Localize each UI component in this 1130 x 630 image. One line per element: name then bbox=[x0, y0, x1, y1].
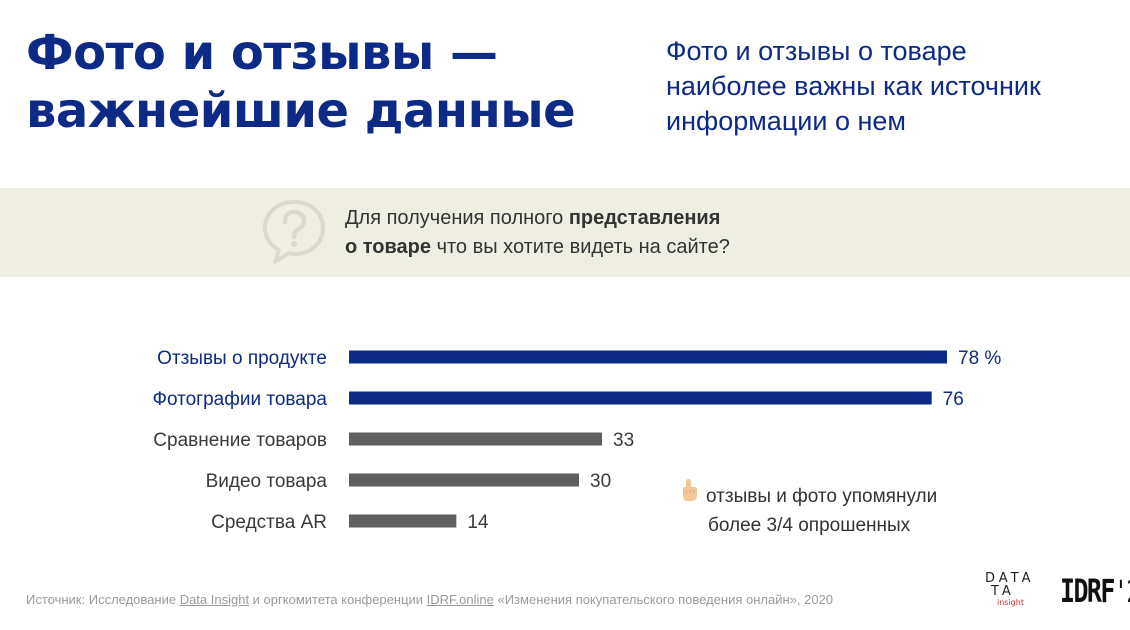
title-line-2: важнейшие данные bbox=[26, 83, 576, 139]
bar bbox=[349, 391, 932, 405]
note-callout: отзывы и фото упомянули более 3/4 опроше… bbox=[678, 478, 998, 540]
value-label: 78 % bbox=[958, 348, 1001, 369]
source-suffix: «Изменения покупательского поведения онл… bbox=[493, 592, 834, 607]
category-label: Сравнение товаров bbox=[153, 430, 327, 451]
logo-idrf-year: '20 bbox=[1113, 575, 1130, 610]
category-label: Фотографии товара bbox=[153, 389, 328, 410]
logo-idrf-text: IDRF bbox=[1060, 572, 1115, 610]
question-bubble-icon bbox=[263, 200, 325, 264]
source-middle: и оргкомитета конференции bbox=[249, 592, 427, 607]
value-label: 33 bbox=[613, 430, 634, 451]
data-insight-link[interactable]: Data Insight bbox=[179, 592, 250, 607]
source-footnote: Источник: Исследование Data Insight и ор… bbox=[26, 592, 966, 607]
question-text-part-1: Для получения полного bbox=[345, 207, 569, 229]
idrf-logo: IDRF'20 bbox=[1060, 572, 1130, 612]
bar bbox=[349, 514, 457, 528]
question-bold-2: о товаре bbox=[345, 236, 432, 258]
value-label: 30 bbox=[590, 471, 611, 492]
note-line-1: отзывы и фото упомянули bbox=[706, 486, 938, 507]
question-bold-1: представления bbox=[568, 207, 721, 229]
title-line-1: Фото и отзывы — bbox=[26, 25, 498, 81]
idrf-link[interactable]: IDRF.online bbox=[426, 592, 494, 607]
bar bbox=[349, 473, 579, 487]
category-label: Отзывы о продукте bbox=[157, 348, 327, 369]
subtitle-line-1: Фото и отзывы о товаре bbox=[666, 36, 967, 66]
page-title: Фото и отзывы — важнейшие данные bbox=[26, 24, 626, 140]
value-label: 76 bbox=[943, 389, 964, 410]
question-text-part-2: что вы хотите видеть на сайте? bbox=[431, 236, 730, 258]
category-label: Средства AR bbox=[211, 512, 327, 533]
source-prefix: Источник: Исследование bbox=[26, 592, 180, 607]
logo-di-line-1: DATA bbox=[985, 571, 1035, 586]
bar bbox=[349, 350, 947, 364]
value-label: 14 bbox=[467, 512, 489, 533]
bar bbox=[349, 432, 602, 446]
subtitle-line-2: наиболее важны как источник bbox=[666, 71, 1041, 101]
pointing-finger-icon bbox=[678, 478, 700, 511]
data-insight-logo: DATA TA insight bbox=[985, 572, 1035, 612]
question-band bbox=[0, 188, 1130, 277]
survey-question: Для получения полного представления о то… bbox=[345, 204, 905, 262]
note-line-2: более 3/4 опрошенных bbox=[708, 515, 911, 536]
logo-di-line-3: insight bbox=[997, 598, 1024, 607]
logo-di-line-2: TA bbox=[991, 584, 1015, 599]
subtitle-line-3: информации о нем bbox=[666, 106, 906, 136]
category-label: Видео товара bbox=[206, 471, 328, 492]
page-subtitle: Фото и отзывы о товаре наиболее важны ка… bbox=[666, 34, 1116, 139]
bar-chart: Отзывы о продукте 78 % Фотографии товара 76… bbox=[153, 348, 1002, 533]
